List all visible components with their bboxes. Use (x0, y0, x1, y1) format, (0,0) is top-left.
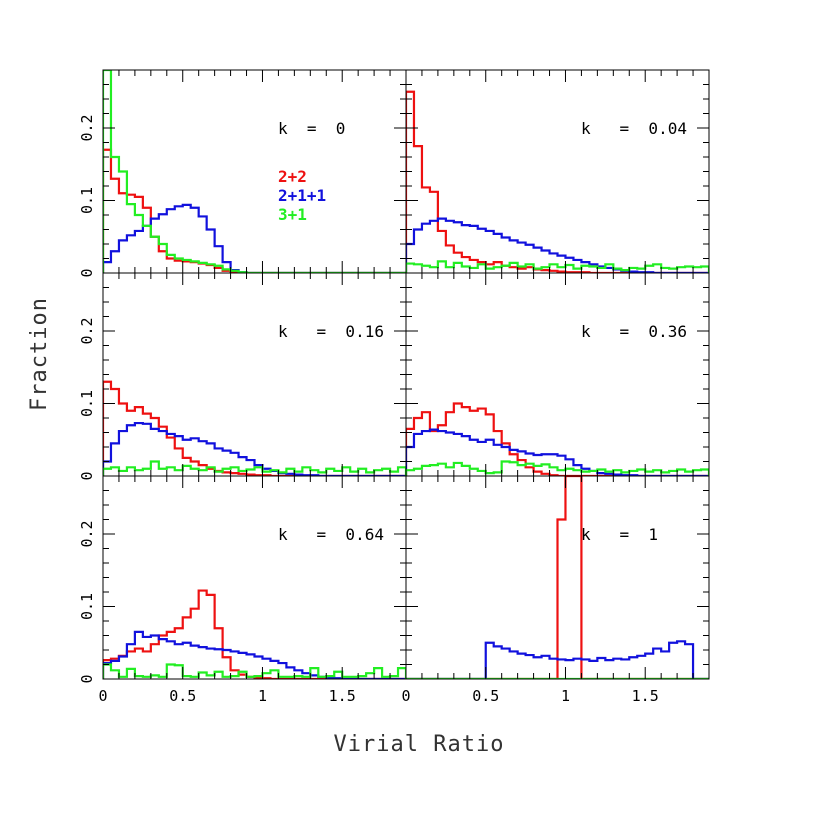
panel-2: k = 0.04 (405, 69, 710, 274)
y-tick-label: 0.2 (78, 114, 96, 141)
panel-frame (405, 69, 710, 274)
series-2+2-line (103, 589, 406, 679)
y-axis-label: Fraction (27, 297, 52, 411)
series-group (103, 380, 406, 476)
x-axis-label: Virial Ratio (334, 732, 505, 757)
legend-entry-2+2: 2+2 (278, 167, 307, 186)
panel-frame (102, 69, 407, 274)
x-tick-label: 1 (561, 687, 570, 705)
series-group (406, 402, 709, 476)
series-2+1+1-line (103, 421, 406, 476)
x-tick-label: 1.5 (329, 687, 356, 705)
panel-6: 0 0.5 1 1.5 k = 1 (401, 475, 710, 705)
series-2+1+1-line (406, 640, 709, 679)
x-tick-label: 1 (258, 687, 267, 705)
series-3+1-line (406, 460, 709, 476)
series-group (406, 476, 709, 679)
series-group (103, 70, 406, 273)
y-tick-label: 0.1 (78, 390, 96, 417)
x-tick-label: 1.5 (632, 687, 659, 705)
series-2+1+1-line (103, 630, 406, 679)
legend-entry-3+1: 3+1 (278, 205, 307, 224)
series-3+1-line (406, 260, 709, 273)
series-2+2-line (406, 402, 709, 476)
y-tick-label: 0.2 (78, 317, 96, 344)
panel-frame (102, 475, 407, 680)
series-3+1-line (103, 70, 406, 273)
panel-frame (405, 272, 710, 477)
x-tick-label: 0.5 (472, 687, 499, 705)
y-tick-label: 0.1 (78, 187, 96, 214)
series-2+1+1-line (103, 203, 406, 273)
panel-frame (102, 272, 407, 477)
series-2+1+1-line (406, 217, 709, 273)
panel-label: k = 1 (581, 525, 658, 544)
series-group (406, 90, 709, 273)
panel-label: k = 0.04 (581, 119, 687, 138)
panel-label: k = 0.64 (278, 525, 384, 544)
panel-label: k = 0.16 (278, 322, 384, 341)
series-3+1-line (103, 663, 406, 679)
legend-entry-2+1+1: 2+1+1 (278, 186, 326, 205)
x-tick-label: 0.5 (169, 687, 196, 705)
y-tick-label: 0 (78, 471, 96, 480)
y-tick-label: 0 (78, 674, 96, 683)
panel-3: 0 0.1 0.2 k = 0.16 (78, 272, 407, 481)
x-tick-label: 0 (401, 687, 410, 705)
panel-1: 0 0.1 0.2 k = 0 2+22+1+13+1 (78, 69, 407, 278)
panel-4: k = 0.36 (405, 272, 710, 477)
y-tick-label: 0 (78, 268, 96, 277)
panel-label: k = 0.36 (581, 322, 687, 341)
y-tick-label: 0.1 (78, 593, 96, 620)
series-2+2-line (406, 476, 709, 679)
y-tick-label: 0.2 (78, 520, 96, 547)
series-2+2-line (406, 90, 709, 273)
panel-label: k = 0 (278, 119, 345, 138)
series-group (103, 589, 406, 679)
panels: 0 0.1 0.2 k = 0 2+22+1+13+1 k = 0.04 0 0.1 0.2 k … (78, 69, 710, 705)
panel-5: 0 0.1 0.2 0 0.5 1 1.5 k = 0.64 (78, 475, 407, 705)
x-tick-label: 0 (98, 687, 107, 705)
series-2+2-line (103, 148, 406, 273)
